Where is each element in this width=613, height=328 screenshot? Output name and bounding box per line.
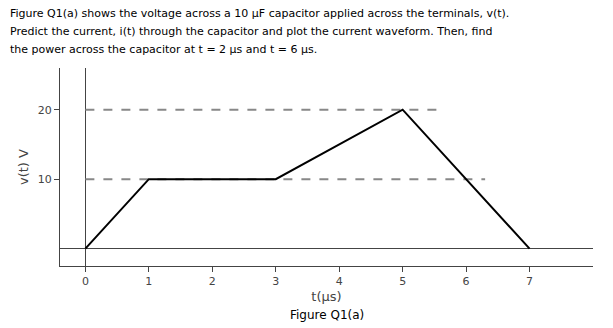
svg-text:20: 20 [38,104,52,117]
svg-text:Figure Q1(a): Figure Q1(a) [290,308,364,322]
svg-text:3: 3 [272,275,279,288]
svg-text:4: 4 [336,275,343,288]
svg-text:Predict the current, i(t) thro: Predict the current, i(t) through the ca… [10,25,492,38]
svg-text:7: 7 [526,275,533,288]
svg-text:v(t) V: v(t) V [16,149,31,185]
svg-text:Figure Q1(a) shows the voltage: Figure Q1(a) shows the voltage across a … [10,7,509,20]
svg-text:t(μs): t(μs) [311,289,341,304]
svg-text:the power across the capacitor: the power across the capacitor at t = 2 … [10,43,317,56]
svg-text:2: 2 [209,275,216,288]
svg-text:6: 6 [463,275,470,288]
svg-text:0: 0 [82,275,89,288]
svg-text:5: 5 [399,275,406,288]
svg-text:10: 10 [38,173,52,186]
svg-text:1: 1 [145,275,152,288]
